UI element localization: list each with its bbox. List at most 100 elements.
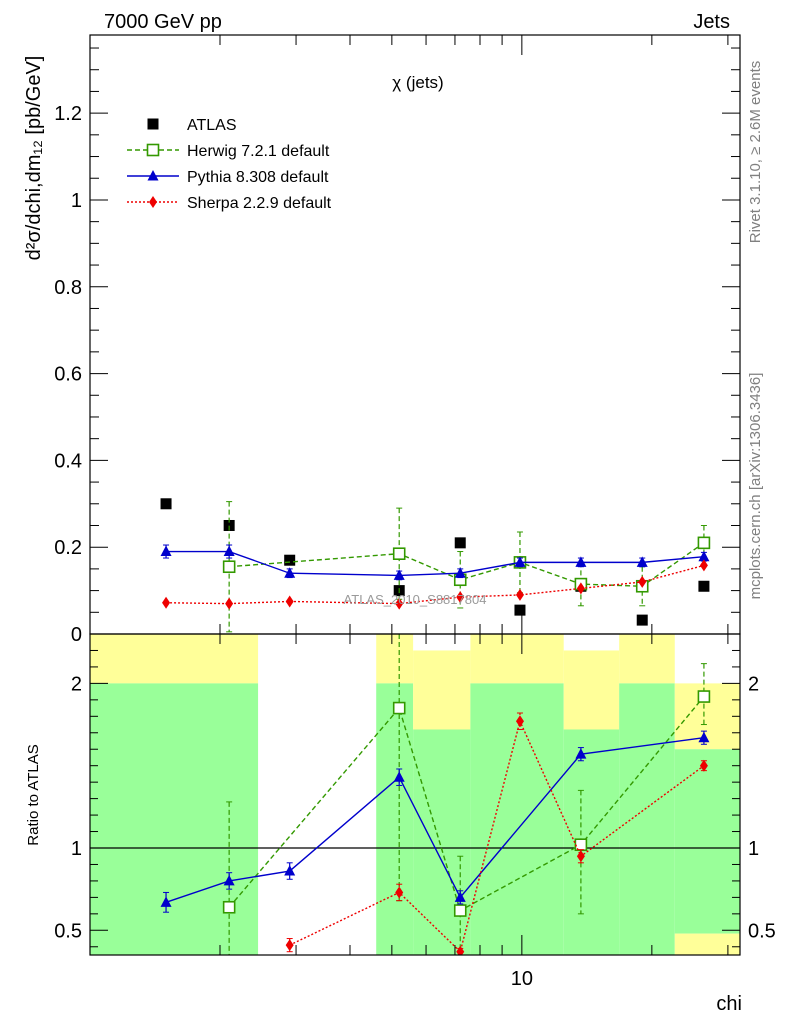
ratio-point [223,874,235,886]
main-y-tick-label: 0.4 [54,450,82,472]
data-point [576,582,585,595]
ratio-band-yellow [470,634,564,684]
data-point [285,595,294,608]
main-line-sherpa [166,564,705,605]
main-y-tick-label: 0.2 [54,537,82,559]
ratio-point [575,748,587,759]
ratio-point [698,731,710,743]
data-point [456,591,465,604]
ratio-point [160,896,172,907]
ratio-band-yellow [90,634,259,684]
ratio-band-green [619,683,675,955]
legend-label: ATLAS [187,117,237,134]
data-point [160,498,172,510]
data-point [454,537,466,549]
main-y-axis-label: d²σ/dchi,dm₁₂ [pb/GeV] [23,56,45,261]
data-point [284,567,296,578]
ratio-y-axis-label: Ratio to ATLAS [25,744,42,845]
main-y-tick-label: 1 [71,190,82,212]
mcplots-label: mcplots.cern.ch [arXiv:1306.3436] [747,373,764,600]
ratio-y-tick-label-right: 0.5 [748,920,776,942]
data-point [698,550,710,562]
data-point [392,547,406,560]
ratio-band-green [470,683,564,955]
ratio-point [392,701,406,715]
data-point [393,569,405,580]
ratio-y-tick-label-right: 1 [748,838,759,860]
plot-frames [89,34,741,956]
ratio-frame [89,633,741,956]
data-point [636,614,648,626]
main-y-tick-label: 0 [71,624,82,646]
legend-marker [149,196,157,208]
data-point [160,545,172,557]
ratio-band-yellow [674,933,740,955]
ratio-point [284,865,296,876]
data-point [223,519,235,531]
ratio-series [90,634,740,955]
legend-marker [147,170,159,181]
data-point [697,536,711,550]
ratio-band-green [563,729,620,955]
data-point [284,554,296,566]
ratio-band-green [90,683,259,955]
ratio-point [285,939,294,952]
main-y-tick-label: 1.2 [54,103,82,125]
data-point [514,604,526,616]
data-point [162,596,171,609]
x-axis-label: chi [716,993,742,1015]
legend-label: Pythia 8.308 default [187,169,329,186]
ratio-band-green [674,749,740,934]
legend-marker [147,118,159,130]
ratio-line-sherpa [289,719,705,954]
main-y-tick-label: 0.6 [54,364,82,386]
ratio-y-tick-label-left: 1 [71,838,82,860]
rivet-version-label: Rivet 3.1.10, ≥ 2.6M events [747,61,764,244]
ratio-point [453,904,467,917]
ratio-point [395,886,404,899]
data-point [698,580,710,592]
analysis-watermark: ATLAS_2010_S8817804 [344,592,487,607]
main-line-pythia [166,550,704,577]
x-tick-label: 10 [511,968,533,990]
data-point [515,588,524,601]
ratio-band-yellow [619,634,675,684]
header-left: 7000 GeV pp [104,11,222,33]
data-point [222,560,236,574]
ratio-band-yellow [563,650,620,730]
chart-title: χ (jets) [392,73,443,92]
ratio-point [699,759,708,772]
data-point [223,545,235,557]
legend-label: Sherpa 2.2.9 default [187,195,332,212]
ratio-y-tick-label-left: 2 [71,673,82,695]
data-point [225,597,234,610]
main-series [160,498,711,633]
legend-label: Herwig 7.2.1 default [187,143,330,160]
ratio-band-yellow [413,650,471,730]
data-point [575,556,587,567]
ratio-uncertainty-bands [90,634,740,955]
axes: 0 0.2 0.4 0.6 0.8 1 1.2 0.5 1 2 0.5 1 2 10 [54,35,776,990]
legend-marker [146,143,160,157]
ratio-point [222,900,236,914]
ratio-point [454,891,466,902]
data-point [454,567,466,578]
legend: ATLAS Herwig 7.2.1 default Pythia 8.308 de… [127,117,332,212]
ratio-y-tick-label-left: 0.5 [54,920,82,942]
ratio-y-tick-label-right: 2 [748,673,759,695]
ratio-band-green [413,729,471,955]
data-point [638,575,647,588]
ratio-band-yellow [376,634,414,684]
ratio-point [697,690,711,703]
ratio-point [393,771,405,782]
ratio-point [515,715,524,728]
header-right: Jets [693,11,730,33]
data-point [636,556,648,567]
data-point [699,559,708,572]
data-point [395,597,404,610]
ratio-point [456,945,465,955]
ratio-band-green [376,683,414,955]
main-y-tick-label: 0.8 [54,277,82,299]
ratio-point [576,850,585,863]
